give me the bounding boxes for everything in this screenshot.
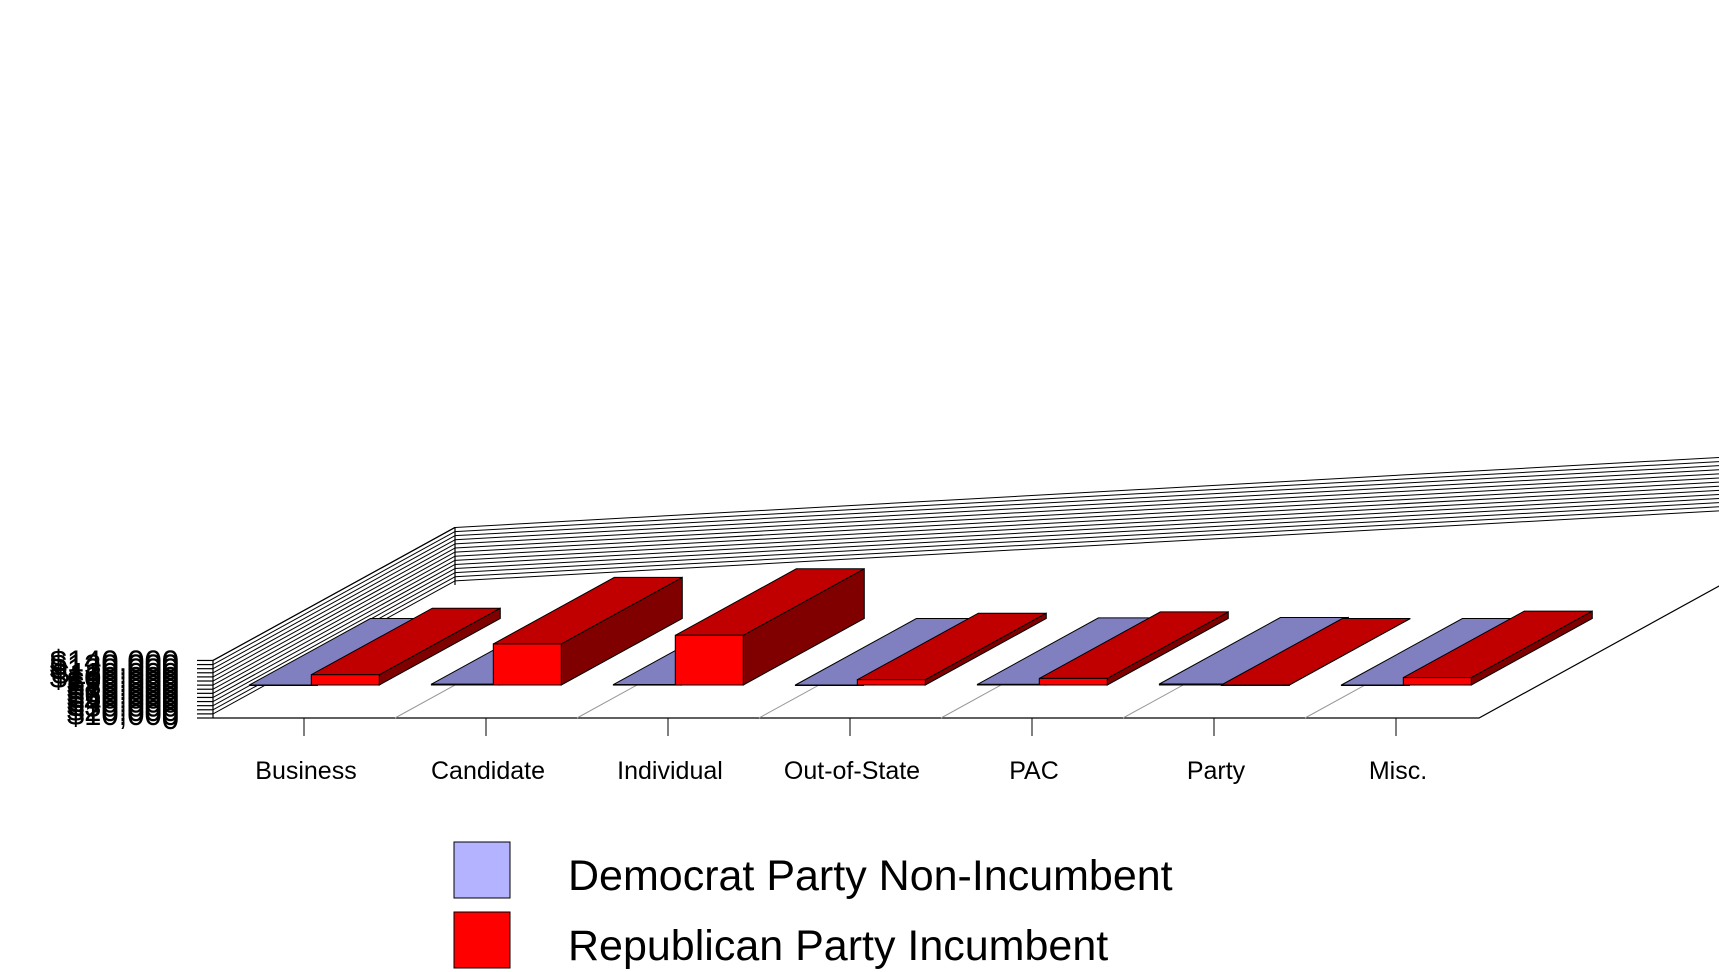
gridline-side (212, 564, 456, 698)
legend-label-democrat: Democrat Party Non-Incumbent (568, 852, 1173, 900)
gridline-back (454, 456, 1719, 528)
gridlines (197, 456, 1719, 736)
bar-front-face (1038, 677, 1108, 686)
x-category-label: Business (255, 757, 356, 785)
gridline-back (454, 510, 1719, 582)
legend-label-republican: Republican Party Incumbent (568, 922, 1108, 970)
bar-front-face (1402, 677, 1472, 686)
y-tick-label: $60,000 (67, 676, 179, 711)
gridline-back (454, 498, 1719, 570)
y-tick-label: $40,000 (67, 685, 179, 720)
bar-front-face (612, 684, 682, 686)
bar-front-face (674, 634, 744, 686)
y-tick-label: $110,000 (52, 656, 179, 691)
legend-swatch-republican (453, 911, 511, 969)
y-tick-label: $80,000 (67, 668, 179, 703)
x-category-label: Misc. (1369, 757, 1427, 785)
gridline-back (454, 465, 1719, 537)
bar-front-face (976, 683, 1046, 686)
bar-front-face (1340, 684, 1410, 686)
gridline-side (212, 568, 456, 702)
gridline-back (454, 493, 1719, 565)
bar-front-face (856, 679, 926, 686)
x-category-label: Out-of-State (784, 757, 920, 785)
y-tick-label: $20,000 (67, 693, 179, 728)
y-tick-label: $130,000 (50, 648, 179, 683)
y-tick-label: $30,000 (67, 689, 179, 724)
y-tick-label: $90,000 (67, 664, 179, 699)
legend-swatch-democrat (453, 841, 511, 899)
bar-front-face (794, 684, 864, 686)
bar-republican (1038, 611, 1229, 686)
bar-front-face (1158, 683, 1228, 686)
floor-outline (213, 585, 1719, 719)
gridline-back (454, 502, 1719, 574)
y-tick-label: $140,000 (50, 643, 179, 678)
x-axis-category-labels: Business Candidate Individual Out-of-State P… (255, 757, 1427, 785)
gridline-side (212, 559, 456, 694)
gridline-back (454, 481, 1719, 553)
gridline-side (212, 551, 456, 686)
gridline-side (212, 543, 456, 678)
bar-republican (856, 612, 1047, 686)
gridline-back (454, 506, 1719, 578)
bar-front-face (430, 683, 500, 686)
x-category-label: PAC (1009, 757, 1059, 785)
bar-front-face (1220, 684, 1290, 686)
bar-front-face (248, 684, 318, 686)
y-tick-label: 0 (162, 701, 179, 736)
bar-republican (1402, 610, 1593, 686)
y-tick-label: $70,000 (67, 672, 179, 707)
bar-front-face (310, 674, 380, 686)
gridline-side (212, 539, 456, 674)
gridline-back (454, 473, 1719, 545)
y-tick-label: $50,000 (67, 680, 179, 715)
gridline-back (454, 489, 1719, 561)
x-category-label: Party (1187, 757, 1246, 785)
y-axis-tick-labels: 0$10,000$20,000$30,000$40,000$50,000$60,… (50, 643, 179, 736)
x-category-label: Candidate (431, 757, 545, 785)
gridline-side (212, 531, 456, 666)
bar-front-face (492, 643, 562, 686)
gridline-side (212, 527, 456, 661)
x-category-label: Individual (617, 757, 723, 785)
bar-republican (674, 567, 865, 686)
bar-republican (492, 576, 683, 686)
y-tick-label: $10,000 (67, 697, 179, 732)
y-tick-label: $100,000 (50, 660, 179, 695)
gridline-back (454, 469, 1719, 541)
bar-republican (310, 607, 501, 686)
legend: Democrat Party Non-Incumbent Republican … (453, 841, 1173, 970)
y-tick-label: $120,000 (50, 652, 179, 687)
gridline-back (454, 477, 1719, 549)
gridline-back (454, 485, 1719, 557)
bars (248, 567, 1593, 686)
gridline-side (212, 555, 456, 690)
gridline-side (212, 547, 456, 682)
bar-republican (1220, 618, 1411, 686)
gridline-side (212, 535, 456, 670)
gridline-back (454, 461, 1719, 533)
